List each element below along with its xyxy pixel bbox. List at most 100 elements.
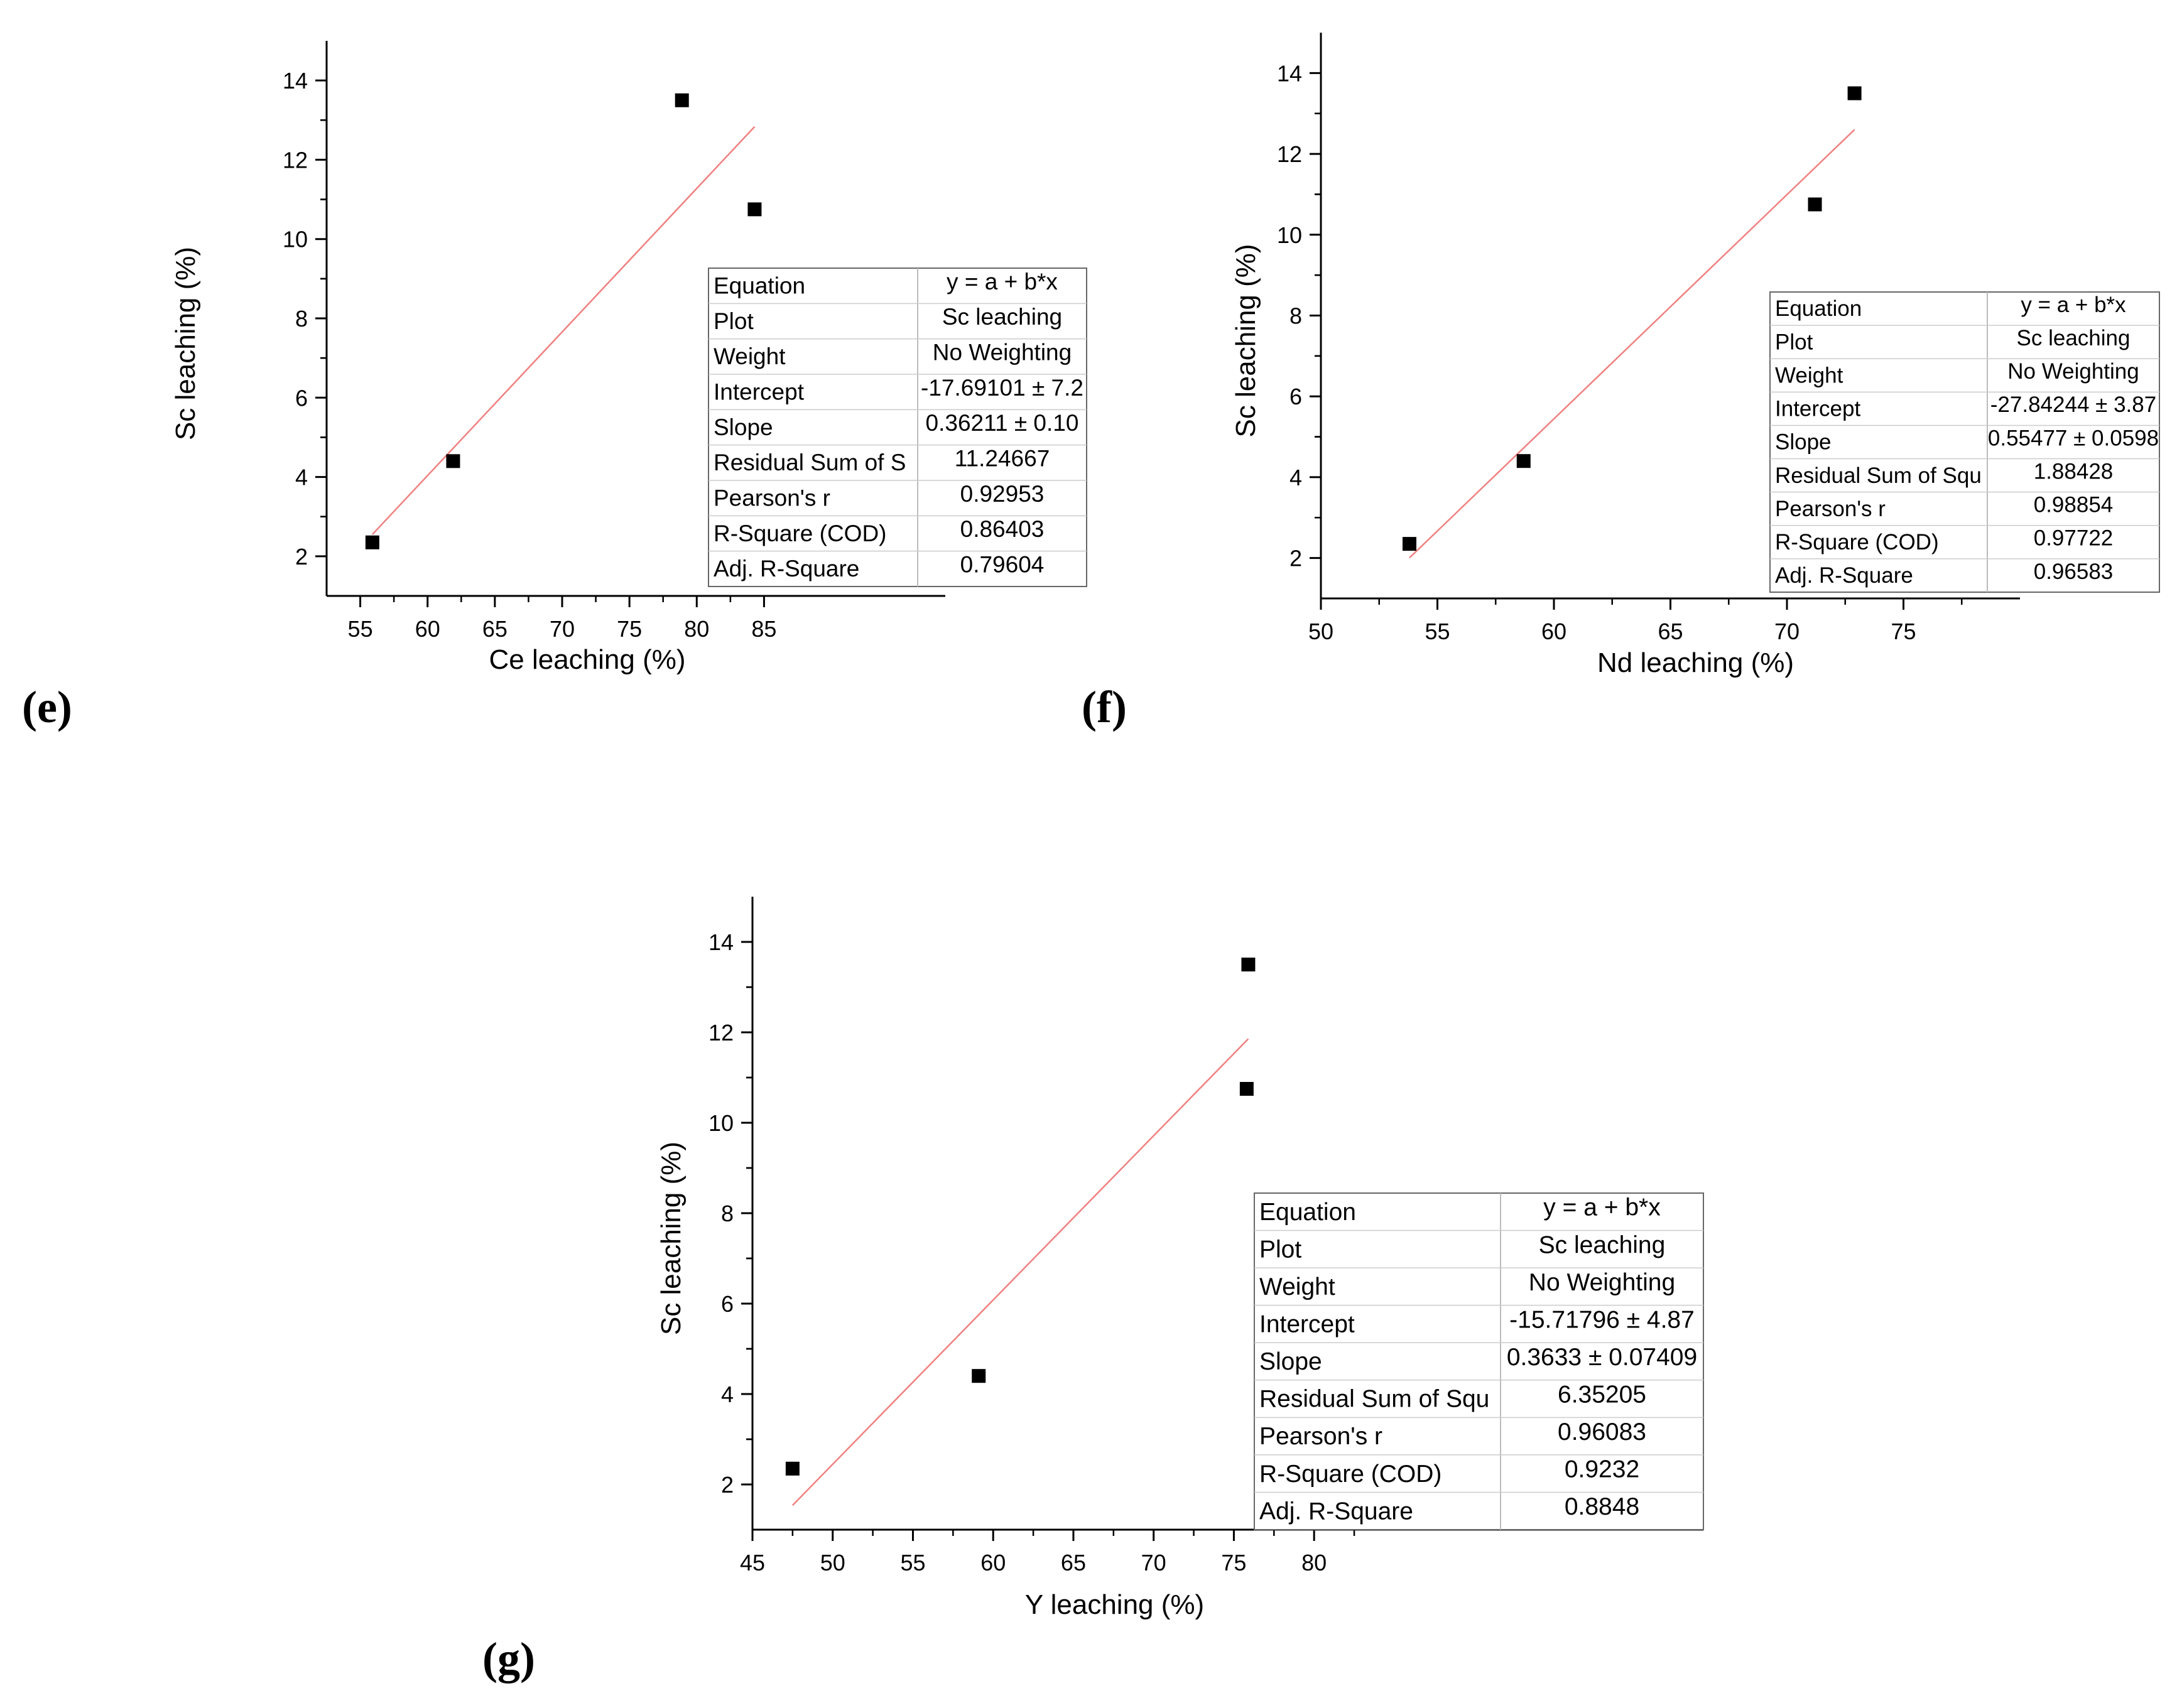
data-point: [1808, 197, 1822, 212]
panel-label-e: (e): [22, 682, 72, 732]
y-tick-label: 10: [708, 1110, 734, 1136]
x-tick-label: 75: [617, 616, 642, 642]
stats-table-key: Plot: [1259, 1236, 1301, 1263]
stats-table-value: 0.92953: [960, 481, 1045, 507]
y-tick-label: 2: [721, 1472, 734, 1498]
chart-panel-f: 50 55 60 65 70 75 2 4 6 8 10 12 14 Nd leaching (%) Sc …: [1230, 33, 2160, 678]
y-tick-label: 14: [708, 929, 734, 955]
x-tick-label: 60: [1541, 619, 1566, 644]
x-tick-label: 55: [900, 1550, 925, 1576]
y-tick-label: 12: [1277, 141, 1302, 167]
stats-table-key: Intercept: [1775, 397, 1860, 421]
stats-table-key: Adj. R-Square: [1259, 1498, 1413, 1525]
stats-table-key: Adj. R-Square: [714, 556, 859, 581]
stats-table-value: 0.98854: [2034, 493, 2114, 517]
stats-table-key: Pearson's r: [1775, 497, 1886, 521]
y-tick-label: 14: [1277, 60, 1302, 86]
stats-table-key: Slope: [714, 414, 773, 440]
x-tick-label: 60: [415, 616, 440, 642]
stats-table-value: 0.8848: [1565, 1493, 1639, 1520]
stats-table-value: y = a + b*x: [947, 269, 1058, 295]
y-tick-label: 6: [295, 385, 308, 411]
y-axis-label: Sc leaching (%): [170, 247, 201, 440]
y-axis-label: Sc leaching (%): [1230, 244, 1261, 437]
x-tick-label: 45: [740, 1550, 765, 1576]
x-tick-label: 70: [1141, 1550, 1166, 1576]
stats-table-key: Residual Sum of S: [714, 450, 906, 475]
x-tick-label: 60: [980, 1550, 1006, 1576]
y-tick-label: 8: [295, 306, 308, 332]
data-point: [675, 93, 689, 107]
stats-table-key: Intercept: [1259, 1311, 1355, 1338]
stats-table-value: -15.71796 ± 4.87: [1509, 1306, 1695, 1333]
x-tick-label: 85: [751, 616, 776, 642]
x-tick-label: 75: [1221, 1550, 1246, 1576]
chart-panel-e: 55 60 65 70 75 80 85 2 4 6 8 10 12 14 Ce leaching (%) S…: [170, 41, 1087, 675]
stats-table-border: [708, 268, 1087, 587]
stats-table-value: 1.88428: [2034, 459, 2114, 484]
x-tick-label: 50: [1308, 619, 1333, 644]
data-point: [747, 202, 762, 217]
stats-table-value: y = a + b*x: [1543, 1194, 1661, 1221]
stats-table-key: Equation: [714, 273, 805, 299]
stats-table-key: Weight: [1775, 363, 1843, 387]
stats-table-value: y = a + b*x: [2021, 293, 2126, 317]
stats-table: Equation y = a + b*x Plot Sc leaching Weight…: [1254, 1192, 1704, 1530]
stats-table-value: 0.96583: [2034, 559, 2114, 584]
stats-table-key: Slope: [1775, 430, 1832, 455]
fit-line: [371, 126, 756, 535]
stats-table-value: 0.97722: [2034, 526, 2114, 551]
x-axis-label: Ce leaching (%): [489, 644, 685, 675]
stats-table-key: Intercept: [714, 379, 805, 405]
panel-label-f: (f): [1082, 682, 1127, 732]
x-tick-label: 65: [1061, 1550, 1086, 1576]
x-tick-label: 80: [684, 616, 709, 642]
data-point: [446, 454, 460, 468]
y-tick-label: 8: [721, 1201, 734, 1226]
x-tick-label: 70: [550, 616, 575, 642]
stats-table-key: Pearson's r: [714, 485, 830, 511]
y-tick-label: 14: [283, 68, 308, 94]
stats-table-value: -27.84244 ± 3.87: [1990, 392, 2156, 417]
y-tick-label: 4: [1289, 465, 1302, 490]
stats-table-value: Sc leaching: [942, 304, 1062, 330]
stats-table-value: 0.36211 ± 0.10: [926, 410, 1079, 436]
stats-table-key: Weight: [1259, 1273, 1335, 1300]
stats-table: Equation y = a + b*x Plot Sc leaching Weight…: [708, 268, 1087, 587]
x-tick-label: 75: [1891, 619, 1916, 644]
y-tick-label: 12: [283, 147, 308, 173]
y-tick-label: 2: [295, 544, 308, 570]
stats-table-value: Sc leaching: [1539, 1231, 1666, 1258]
x-tick-label: 65: [1658, 619, 1683, 644]
stats-table-border: [1254, 1192, 1704, 1530]
x-axis-label: Nd leaching (%): [1597, 647, 1794, 678]
y-tick-label: 4: [295, 465, 308, 490]
stats-table-key: Slope: [1259, 1348, 1322, 1375]
stats-table-key: Pearson's r: [1259, 1423, 1382, 1450]
stats-table-key: Plot: [714, 308, 754, 334]
x-tick-label: 55: [348, 616, 373, 642]
stats-table-key: Residual Sum of Squ: [1259, 1386, 1489, 1413]
x-tick-label: 80: [1301, 1550, 1327, 1576]
stats-table-value: 0.55477 ± 0.0598: [1988, 426, 2159, 450]
stats-table-key: Equation: [1775, 296, 1862, 321]
y-tick-label: 10: [283, 227, 308, 252]
y-tick-label: 10: [1277, 222, 1302, 248]
x-tick-label: 65: [482, 616, 508, 642]
data-point: [1241, 958, 1256, 971]
x-tick-label: 55: [1425, 619, 1450, 644]
stats-table-border: [1769, 291, 2160, 593]
stats-table-key: R-Square (COD): [1775, 530, 1939, 554]
data-point: [1402, 537, 1416, 551]
x-tick-label: 50: [820, 1550, 845, 1576]
stats-table-value: 0.96083: [1558, 1419, 1646, 1446]
data-point: [1847, 86, 1862, 100]
y-tick-label: 12: [708, 1020, 734, 1046]
data-point: [365, 535, 379, 549]
y-tick-label: 8: [1289, 303, 1302, 329]
data-point: [972, 1369, 986, 1383]
panel-label-g: (g): [482, 1633, 535, 1684]
x-axis-label: Y leaching (%): [1025, 1589, 1204, 1620]
stats-table-value: No Weighting: [1529, 1269, 1675, 1296]
